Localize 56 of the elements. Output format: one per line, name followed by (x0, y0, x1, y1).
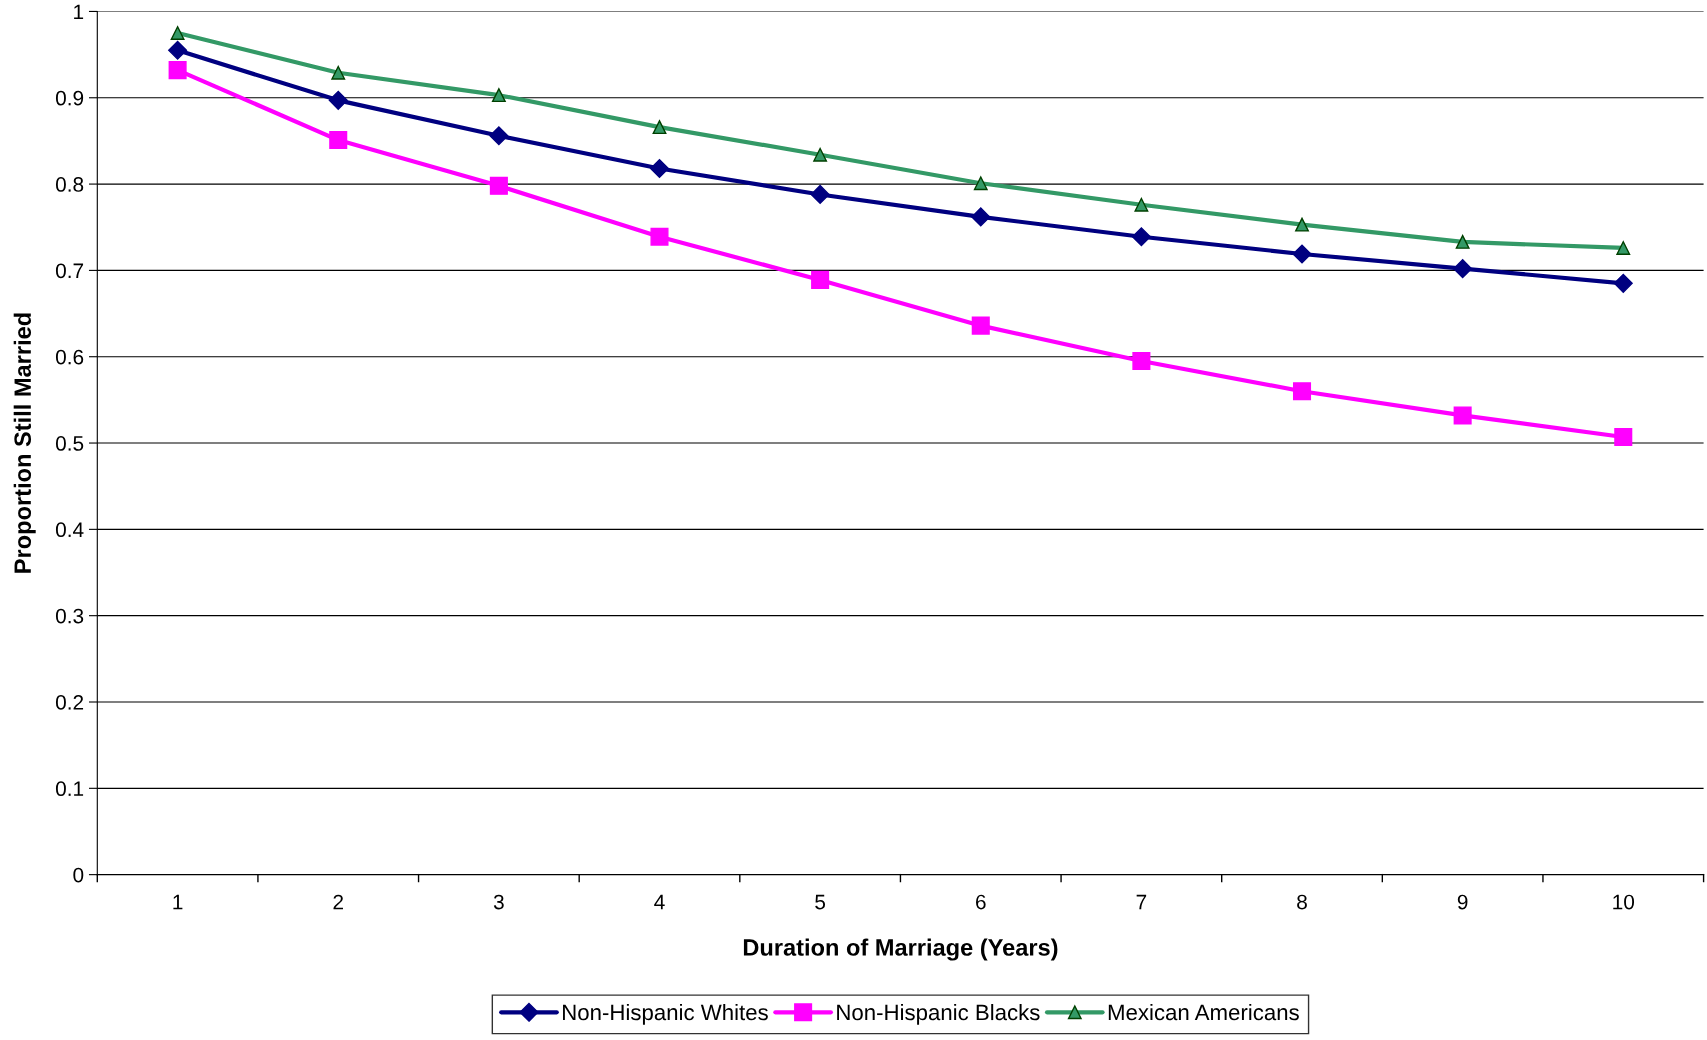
point (971, 316, 990, 335)
y-tick-label: 0.6 (55, 349, 84, 365)
point (168, 61, 187, 80)
x-tick-label: 8 (1297, 894, 1307, 910)
legend-label: Non-Hispanic Whites (563, 1003, 768, 1025)
point (652, 120, 667, 135)
point (491, 88, 506, 103)
y-tick-label: 0.9 (55, 90, 84, 106)
y-tick-label: 0.7 (55, 263, 84, 279)
point (1453, 259, 1473, 279)
y-tick-label: 0.3 (55, 608, 84, 624)
x-tick-label: 9 (1457, 894, 1468, 910)
point (813, 147, 828, 162)
x-tick-label: 5 (815, 894, 826, 910)
point (489, 176, 508, 195)
point (331, 65, 346, 80)
y-tick-label: 0.2 (55, 695, 84, 710)
point (1131, 227, 1151, 247)
x-tick-label: 7 (1136, 894, 1147, 910)
legend-label: Mexican Americans (1108, 1003, 1299, 1021)
point (1132, 352, 1151, 371)
point (328, 90, 348, 110)
point (650, 227, 669, 246)
point (168, 40, 188, 60)
point (1613, 273, 1633, 293)
point (1616, 241, 1631, 255)
point (1134, 197, 1149, 212)
x-tick-label: 1 (173, 894, 183, 910)
x-tick-label: 10 (1613, 894, 1635, 910)
y-tick-label: 0.4 (55, 522, 84, 538)
y-tick-label: 0.8 (55, 177, 84, 192)
point (973, 176, 988, 191)
point (810, 184, 830, 204)
y-axis-title: Proportion Still Married (13, 313, 36, 573)
legend-label: Non-Hispanic Blacks (837, 1003, 1040, 1025)
point (1453, 406, 1472, 425)
point (1295, 217, 1309, 232)
x-tick-label: 3 (493, 894, 504, 910)
point (489, 126, 509, 146)
point (1614, 427, 1633, 447)
x-tick-label: 2 (333, 894, 343, 910)
point (811, 270, 830, 289)
y-tick-label: 1 (74, 4, 84, 19)
point (329, 131, 348, 150)
point (1292, 244, 1312, 264)
point (1292, 382, 1312, 401)
y-tick-label: 0.5 (55, 436, 84, 451)
x-tick-label: 6 (976, 894, 986, 910)
point (649, 159, 670, 179)
point (971, 207, 991, 227)
point (170, 26, 185, 40)
x-tick-label: 4 (654, 894, 665, 910)
y-tick-label: 0 (73, 867, 84, 883)
point (1455, 234, 1470, 249)
y-tick-label: 0.1 (55, 781, 84, 797)
x-axis-title: Duration of Marriage (Years) (743, 938, 1058, 961)
